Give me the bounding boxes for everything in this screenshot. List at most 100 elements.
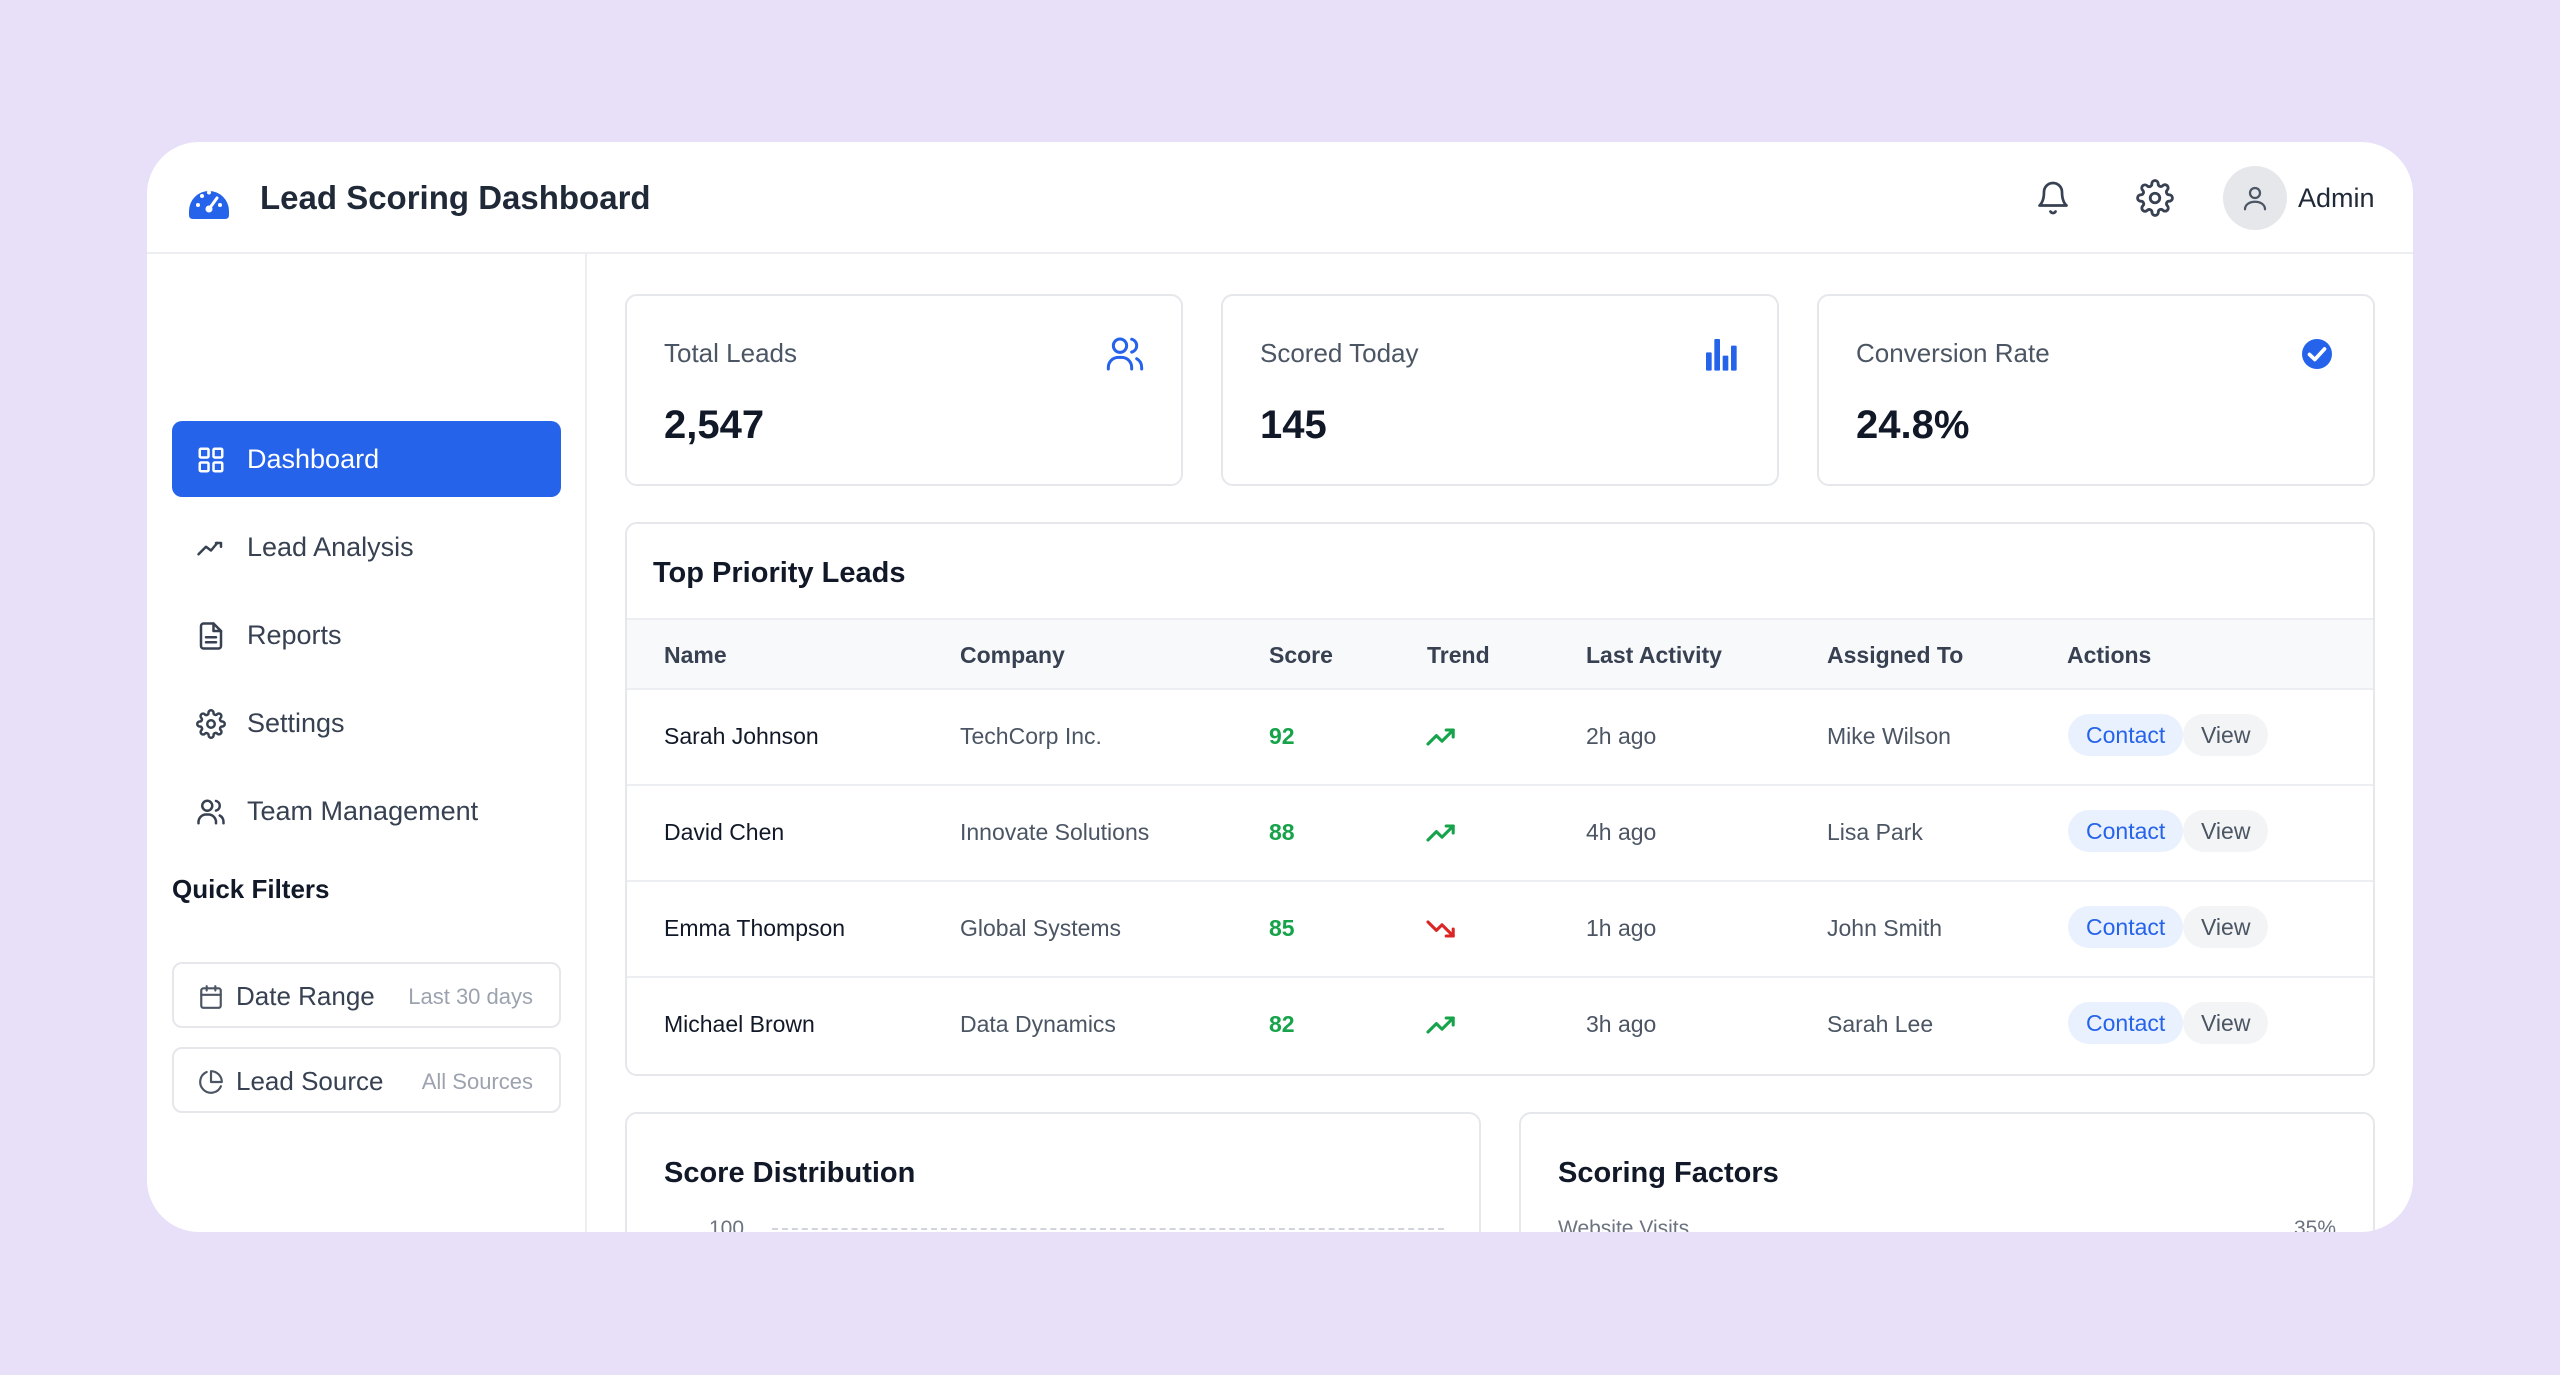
lead-assigned-to: Sarah Lee — [1827, 1011, 1934, 1037]
lead-last-activity: 4h ago — [1586, 819, 1657, 845]
pie-chart-icon — [199, 1070, 223, 1094]
date-range-filter[interactable]: Date Range Last 30 days — [172, 962, 561, 1028]
top-priority-leads-card: Top Priority Leads Name Company Score Tr… — [625, 522, 2375, 1076]
sidebar: Dashboard Lead Analysis Reports Settings — [147, 254, 587, 1232]
lead-score: 92 — [1269, 723, 1295, 749]
sidebar-item-label: Team Management — [247, 796, 479, 826]
calendar-icon — [200, 985, 222, 1009]
trend-line-icon — [197, 541, 223, 556]
card-title: Score Distribution — [664, 1157, 916, 1189]
gauge-icon — [189, 190, 229, 219]
axis-tick-label: 100 — [709, 1217, 745, 1232]
sidebar-item-label: Settings — [247, 708, 345, 738]
lead-company: Data Dynamics — [960, 1011, 1116, 1037]
lead-name: Sarah Johnson — [664, 723, 819, 749]
score-distribution-card: Score Distribution 100 — [625, 1112, 1481, 1232]
contact-button[interactable]: Contact — [2068, 1002, 2184, 1044]
lead-company: Global Systems — [960, 915, 1122, 941]
quick-filters-title: Quick Filters — [172, 874, 330, 904]
stat-card-scored-today: Scored Today 145 — [1221, 294, 1779, 486]
user-avatar[interactable] — [2223, 166, 2287, 230]
table-row[interactable]: David Chen Innovate Solutions 88 4h ago … — [627, 784, 2373, 880]
contact-button[interactable]: Contact — [2068, 714, 2184, 756]
lead-score: 85 — [1269, 915, 1295, 941]
sidebar-item-reports[interactable]: Reports — [172, 597, 561, 673]
lead-company: TechCorp Inc. — [960, 723, 1102, 749]
table-row[interactable]: Emma Thompson Global Systems 85 1h ago J… — [627, 880, 2373, 976]
contact-button[interactable]: Contact — [2068, 906, 2184, 948]
app-window: Lead Scoring Dashboard Admin — [147, 142, 2413, 1232]
stat-card-conversion-rate: Conversion Rate 24.8% — [1817, 294, 2375, 486]
lead-source-filter[interactable]: Lead Source All Sources — [172, 1047, 561, 1113]
notifications-button[interactable] — [2029, 174, 2077, 222]
users-icon — [197, 799, 225, 825]
app-title: Lead Scoring Dashboard — [260, 179, 651, 216]
trend-down-icon — [1426, 920, 1455, 938]
user-icon — [2243, 186, 2267, 211]
lead-name: Emma Thompson — [664, 915, 846, 941]
column-header: Assigned To — [1827, 642, 1964, 668]
sidebar-item-lead-analysis[interactable]: Lead Analysis — [172, 509, 561, 585]
user-name[interactable]: Admin — [2298, 183, 2375, 213]
column-header: Trend — [1427, 642, 1490, 668]
lead-name: Michael Brown — [664, 1011, 815, 1037]
sidebar-item-label: Dashboard — [247, 444, 380, 474]
sidebar-item-dashboard[interactable]: Dashboard — [172, 421, 561, 497]
bar-chart-icon — [1706, 339, 1737, 371]
sidebar-item-label: Lead Analysis — [247, 532, 414, 562]
settings-button[interactable] — [2131, 174, 2179, 222]
stat-label: Conversion Rate — [1856, 338, 2050, 368]
view-button[interactable]: View — [2183, 1002, 2269, 1044]
column-header: Last Activity — [1586, 642, 1722, 668]
users-icon — [1106, 337, 1144, 371]
trend-up-icon — [1426, 1016, 1455, 1034]
stat-value: 145 — [1260, 403, 1327, 447]
table-title: Top Priority Leads — [653, 557, 906, 589]
sidebar-item-label: Reports — [247, 620, 342, 650]
document-icon — [199, 622, 223, 650]
lead-last-activity: 3h ago — [1586, 1011, 1657, 1037]
gear-icon — [196, 709, 226, 739]
lead-assigned-to: Mike Wilson — [1827, 723, 1951, 749]
bell-icon — [2038, 181, 2068, 215]
contact-button[interactable]: Contact — [2068, 810, 2184, 852]
lead-last-activity: 2h ago — [1586, 723, 1657, 749]
view-button[interactable]: View — [2183, 810, 2269, 852]
lead-last-activity: 1h ago — [1586, 915, 1657, 941]
lead-company: Innovate Solutions — [960, 819, 1150, 845]
table-row[interactable]: Michael Brown Data Dynamics 82 3h ago Sa… — [627, 976, 2373, 1072]
lead-score: 82 — [1269, 1011, 1295, 1037]
column-header: Score — [1269, 642, 1333, 668]
lead-assigned-to: John Smith — [1827, 915, 1943, 941]
lead-score: 88 — [1269, 819, 1295, 845]
sidebar-item-settings[interactable]: Settings — [172, 685, 561, 761]
stat-value: 24.8% — [1856, 403, 1970, 447]
filter-label: Date Range — [236, 981, 375, 1011]
stat-label: Scored Today — [1260, 338, 1419, 368]
gear-icon — [2136, 179, 2174, 217]
table-header: Name Company Score Trend Last Activity A… — [627, 618, 2373, 688]
view-button[interactable]: View — [2183, 714, 2269, 756]
grid-line — [772, 1228, 1444, 1230]
filter-value: All Sources — [421, 1069, 533, 1094]
factor-label: Website Visits — [1558, 1217, 1690, 1232]
table-row[interactable]: Sarah Johnson TechCorp Inc. 92 2h ago Mi… — [627, 688, 2373, 784]
column-header: Company — [960, 642, 1065, 668]
stat-value: 2,547 — [664, 403, 765, 447]
column-header: Actions — [2067, 642, 2152, 668]
trend-up-icon — [1426, 728, 1455, 746]
sidebar-item-team-management[interactable]: Team Management — [172, 773, 561, 849]
check-circle-icon — [2302, 339, 2332, 369]
top-header: Lead Scoring Dashboard Admin — [147, 142, 2413, 254]
filter-value: Last 30 days — [408, 984, 533, 1009]
lead-assigned-to: Lisa Park — [1827, 819, 1923, 845]
factor-value: 35% — [2293, 1217, 2336, 1232]
scoring-factors-card: Scoring Factors Website Visits 35% — [1519, 1112, 2375, 1232]
stat-label: Total Leads — [664, 338, 797, 368]
grid-icon — [198, 447, 224, 473]
filter-label: Lead Source — [236, 1066, 384, 1096]
view-button[interactable]: View — [2183, 906, 2269, 948]
lead-name: David Chen — [664, 819, 785, 845]
column-header: Name — [664, 642, 727, 668]
stat-card-total-leads: Total Leads 2,547 — [625, 294, 1183, 486]
